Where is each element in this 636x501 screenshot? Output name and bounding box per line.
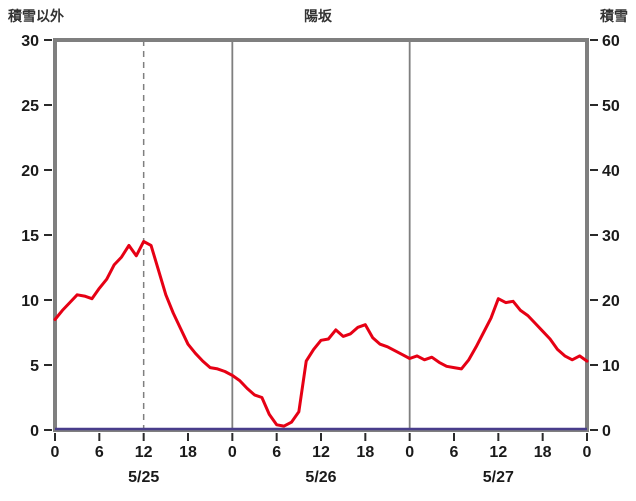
right-axis-tick-label: 20 (602, 293, 620, 310)
temperature-line (53, 240, 589, 428)
right-axis-tick-label: 40 (602, 163, 620, 180)
right-axis-title: 積雪 (600, 8, 628, 24)
left-axis-tick-label: 10 (21, 293, 39, 310)
chart-title: 陽坂 (304, 8, 332, 24)
hour-tick-label: 18 (179, 444, 197, 461)
hour-tick-label: 12 (135, 444, 153, 461)
right-axis-tick-label: 0 (602, 423, 611, 440)
hour-tick-label: 0 (405, 444, 414, 461)
left-axis-title: 積雪以外 (8, 8, 64, 24)
left-axis-tick-label: 25 (21, 98, 39, 115)
left-axis-tick-label: 20 (21, 163, 39, 180)
hour-tick-label: 6 (95, 444, 104, 461)
date-label: 5/26 (305, 469, 336, 486)
left-axis-tick-label: 5 (30, 358, 39, 375)
hour-tick-label: 18 (534, 444, 552, 461)
plot-border (53, 38, 589, 432)
hour-tick-label: 0 (583, 444, 592, 461)
hour-tick-label: 6 (450, 444, 459, 461)
left-axis-tick-label: 0 (30, 423, 39, 440)
left-axis-tick-label: 15 (21, 228, 39, 245)
right-axis-tick-label: 30 (602, 228, 620, 245)
right-axis-tick-label: 60 (602, 33, 620, 50)
hour-tick-label: 0 (51, 444, 60, 461)
right-axis-tick-label: 50 (602, 98, 620, 115)
date-label: 5/25 (128, 469, 159, 486)
hour-tick-label: 18 (356, 444, 374, 461)
right-axis-tick-label: 10 (602, 358, 620, 375)
hour-tick-label: 12 (489, 444, 507, 461)
left-axis-tick-label: 30 (21, 33, 39, 50)
hour-tick-label: 12 (312, 444, 330, 461)
hour-tick-label: 6 (272, 444, 281, 461)
hour-tick-label: 0 (228, 444, 237, 461)
date-label: 5/27 (483, 469, 514, 486)
